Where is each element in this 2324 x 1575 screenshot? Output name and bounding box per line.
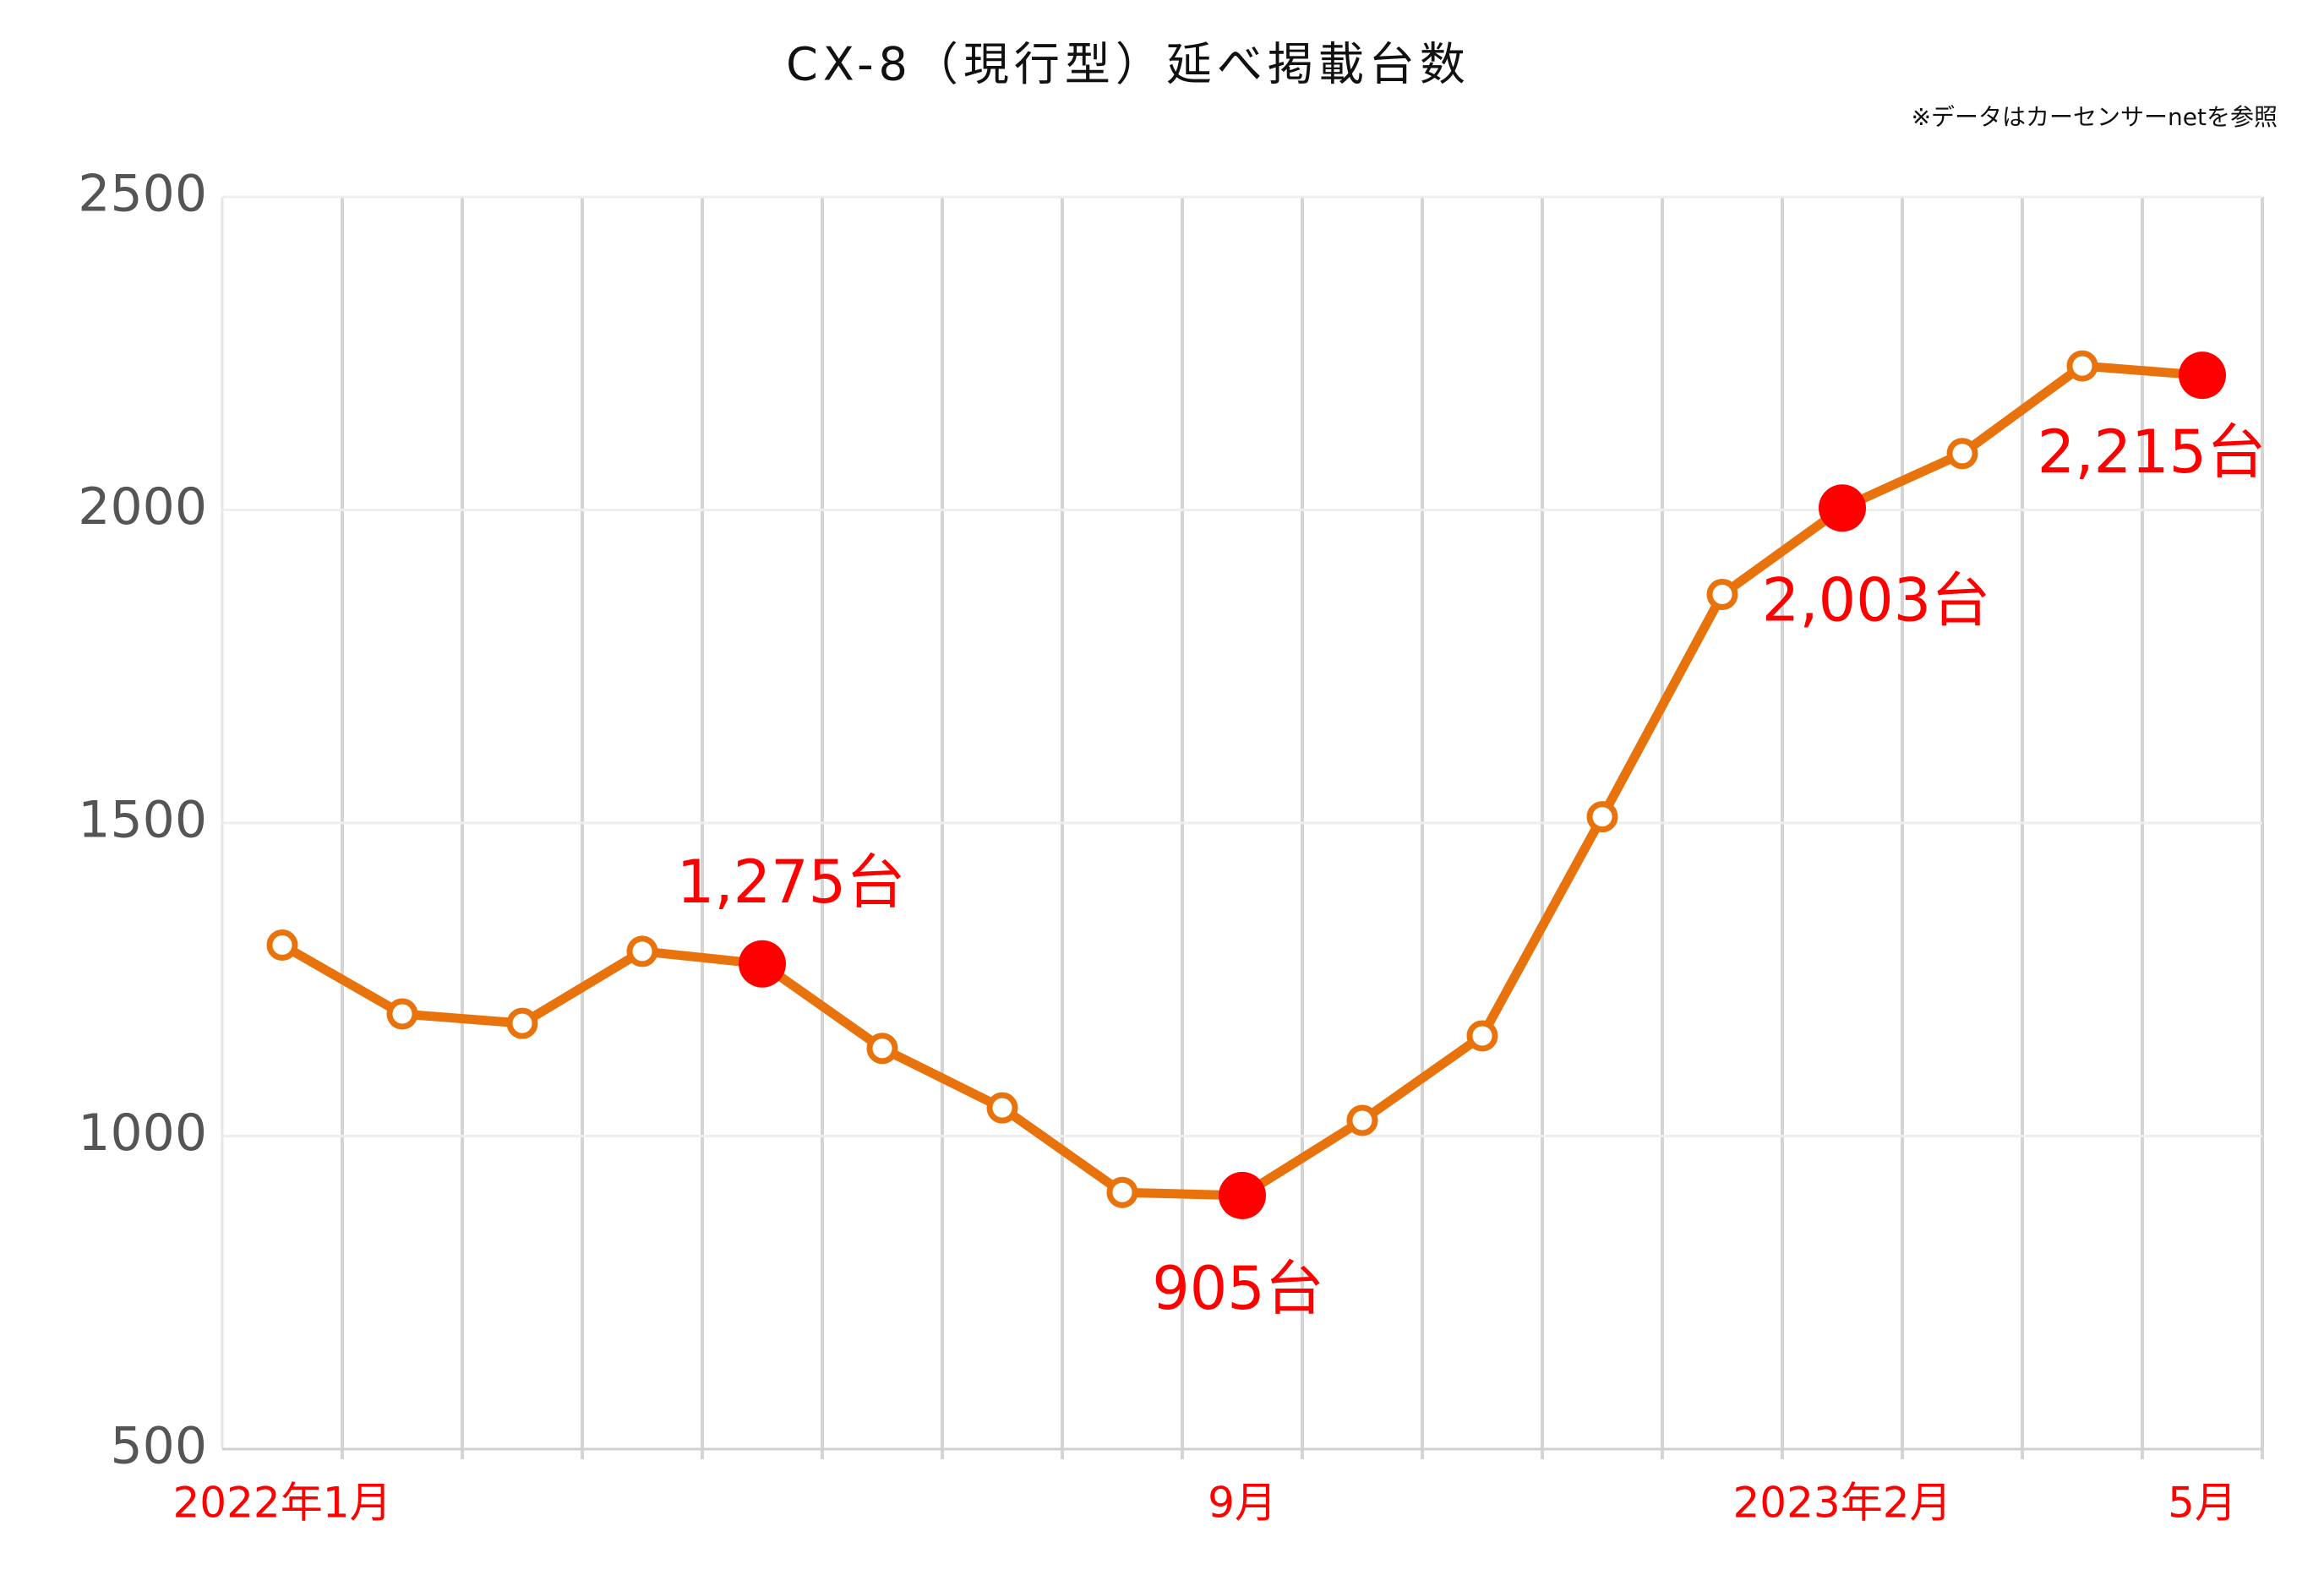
highlight-marker: [1219, 1171, 1266, 1219]
y-tick-label: 2000: [78, 477, 207, 537]
marker: [2066, 350, 2098, 382]
y-tick-label: 500: [110, 1417, 207, 1476]
y-tick-label: 1000: [78, 1104, 207, 1163]
data-label: 2,215台: [2038, 417, 2266, 487]
marker: [1946, 438, 1978, 470]
y-tick-label: 2500: [78, 165, 207, 224]
marker: [1706, 579, 1738, 611]
highlight-marker: [739, 940, 786, 988]
note: ※データはカーセンサーnetを参照: [1912, 103, 2278, 131]
x-tick-label: 2023年2月: [1732, 1479, 1951, 1528]
marker: [1466, 1020, 1498, 1052]
marker: [1586, 801, 1618, 833]
data-label: 1,275台: [677, 847, 905, 917]
marker: [626, 935, 658, 967]
marker: [266, 929, 298, 961]
marker: [386, 998, 418, 1030]
x-tick-label: 5月: [2168, 1479, 2237, 1528]
highlight-marker: [2179, 352, 2226, 400]
marker: [866, 1033, 898, 1065]
x-tick-label: 9月: [1208, 1479, 1277, 1528]
marker: [986, 1092, 1018, 1124]
y-tick-label: 1500: [78, 791, 207, 850]
data-label: 905台: [1152, 1254, 1324, 1323]
marker: [1106, 1176, 1138, 1208]
marker: [1346, 1104, 1378, 1136]
chart-title: CX-8（現行型）延べ掲載台数: [786, 38, 1470, 91]
series-line: [280, 361, 2203, 1201]
highlight-marker: [1819, 484, 1866, 532]
x-tick-label: 2022年1月: [172, 1479, 391, 1528]
data-label: 2,003台: [1762, 565, 1990, 635]
marker: [506, 1007, 538, 1039]
